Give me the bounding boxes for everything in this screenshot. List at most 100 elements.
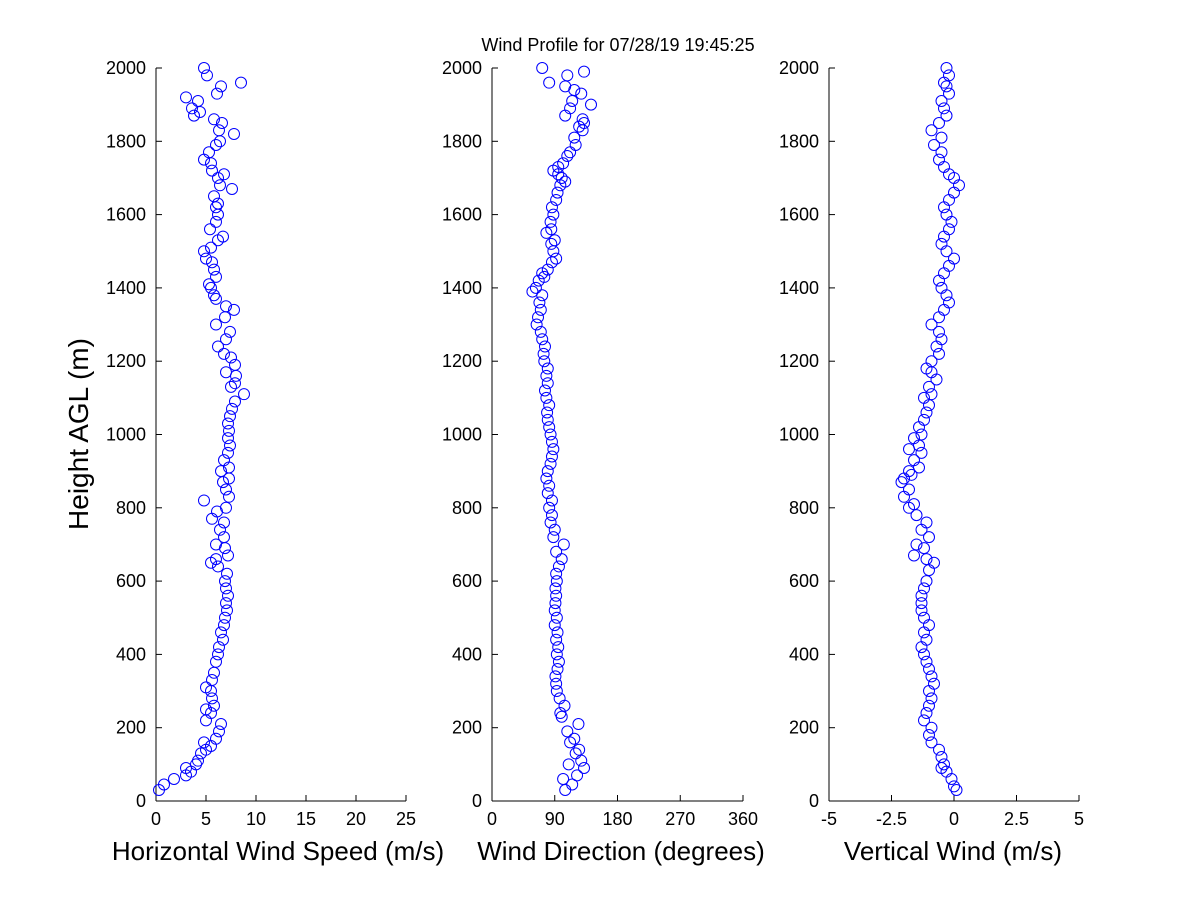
y-tick-label: 1800 [779,131,819,151]
data-point [933,153,945,166]
data-point [198,494,210,507]
y-tick-label: 800 [789,498,819,518]
data-point [915,428,928,441]
data-points [895,62,965,797]
data-point [221,604,233,617]
data-point [568,732,581,745]
data-point [564,102,577,115]
data-point [532,311,545,324]
data-point [220,300,232,313]
data-point [555,171,568,184]
data-point [935,333,948,346]
panels: 0 5 10 15 20 25 0 200 400 600 800 1000 1200 1400 1600 1… [106,58,1084,866]
data-point [938,102,950,115]
data-point [940,109,953,122]
y-tick-label: 0 [136,791,146,811]
data-point [561,149,574,162]
data-point [220,333,232,346]
data-point [925,124,938,137]
y-tick-label: 1000 [106,425,146,445]
data-point [218,454,230,467]
x-tick-label: 360 [728,809,758,829]
y-tick-label: 1200 [442,351,482,371]
data-point [534,325,547,338]
data-point [948,252,960,265]
data-point [550,633,563,646]
data-point [235,76,247,89]
data-point [168,773,180,786]
y-tick-label: 800 [452,498,482,518]
data-point [938,758,950,771]
data-point [533,296,546,309]
data-point [552,655,565,668]
data-point [571,769,584,782]
data-point [547,443,560,456]
y-tick-label: 0 [809,791,819,811]
y-tick-label: 2000 [779,58,819,78]
data-point [538,384,551,397]
data-point [218,619,230,632]
data-point [217,633,229,646]
data-point [905,468,918,481]
y-tick-label: 1000 [442,425,482,445]
data-point [228,127,240,140]
data-point [547,208,560,221]
data-point [206,692,218,705]
x-tick-label: 5 [201,809,211,829]
x-tick-label: 25 [396,809,416,829]
x-axis-label: Vertical Wind (m/s) [844,836,1062,866]
data-point [545,237,558,250]
data-point [543,399,556,412]
data-point [541,263,554,276]
data-point [226,402,238,415]
data-point [553,692,566,705]
data-point [238,388,250,401]
data-point [559,175,572,188]
data-point [206,674,218,687]
data-point [908,498,920,511]
data-point [548,234,561,247]
data-point [541,406,554,419]
y-tick-label: 600 [789,571,819,591]
data-point [943,223,955,236]
data-point [925,721,938,734]
data-point [910,538,923,551]
x-axis-label: Horizontal Wind Speed (m/s) [112,836,444,866]
data-point [222,417,234,430]
data-point [550,589,563,602]
data-point [910,509,923,522]
data-point [923,663,935,676]
data-point [545,509,558,522]
data-point [210,538,222,551]
data-point [541,377,554,390]
data-point [224,439,236,452]
data-point [933,116,945,129]
data-point [547,531,560,544]
data-point [925,670,938,683]
data-point [550,685,563,698]
data-point [925,736,938,749]
data-point [576,113,589,126]
data-point [933,347,945,360]
data-point [224,325,236,338]
data-point [550,575,563,588]
x-tick-label: 5 [1074,809,1084,829]
data-point [908,432,920,445]
data-point [908,454,920,467]
data-point [557,773,570,786]
data-point [210,732,222,745]
data-point [226,182,238,195]
data-point [208,113,220,126]
data-point [210,215,222,228]
data-point [569,138,582,151]
x-tick-label: 270 [665,809,695,829]
data-point [550,252,563,265]
data-point [940,62,953,74]
data-point [540,391,553,404]
data-point [229,358,241,371]
data-point [568,131,581,144]
data-point [220,501,232,514]
data-point [572,718,585,731]
data-point [217,230,229,243]
